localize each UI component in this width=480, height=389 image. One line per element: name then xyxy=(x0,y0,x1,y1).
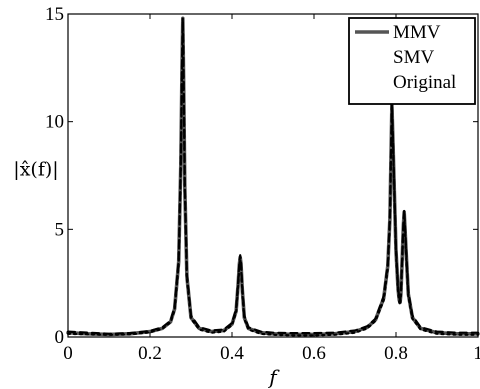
legend-label-smv: SMV xyxy=(393,47,434,68)
y-axis-label: |x̂(f)| xyxy=(13,159,58,181)
legend-box xyxy=(348,17,476,105)
x-tick-label-0: 0 xyxy=(63,343,73,364)
x-tick-label-1: 0.2 xyxy=(138,343,162,364)
x-tick-label-5: 1 xyxy=(473,343,480,364)
x-tick-label-2: 0.4 xyxy=(220,343,244,364)
y-tick-label-0: 0 xyxy=(55,327,65,348)
x-axis-label: f xyxy=(267,365,280,389)
x-tick-label-3: 0.6 xyxy=(302,343,326,364)
legend: MMV SMV Original xyxy=(348,17,476,105)
x-tick-label-4: 0.8 xyxy=(384,343,408,364)
plot-lines xyxy=(66,16,480,337)
y-tick-label-1: 5 xyxy=(55,219,65,240)
series-line-original xyxy=(66,17,480,337)
y-tick-label-2: 10 xyxy=(45,112,64,133)
legend-label-mmv: MMV xyxy=(393,22,441,43)
legend-label-original: Original xyxy=(393,72,456,93)
axes-box xyxy=(67,13,479,338)
y-tick-label-3: 15 xyxy=(45,4,64,25)
